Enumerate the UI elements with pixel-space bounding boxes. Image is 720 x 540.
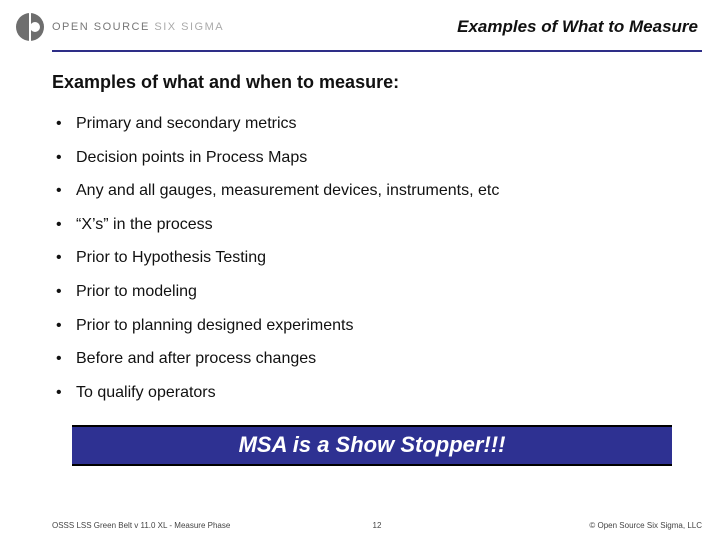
list-item: Prior to modeling [52, 275, 680, 309]
bullet-list: Primary and secondary metrics Decision p… [52, 107, 680, 409]
list-item: Decision points in Process Maps [52, 141, 680, 175]
logo-line2: SIX SIGMA [154, 21, 224, 33]
footer: OSSS LSS Green Belt v 11.0 XL - Measure … [0, 521, 720, 530]
list-item: Prior to Hypothesis Testing [52, 241, 680, 275]
logo-icon [16, 13, 44, 41]
slide: OPEN SOURCE SIX SIGMA Examples of What t… [0, 0, 720, 540]
content: Examples of what and when to measure: Pr… [0, 52, 720, 409]
footer-left: OSSS LSS Green Belt v 11.0 XL - Measure … [52, 521, 357, 530]
footer-right: © Open Source Six Sigma, LLC [397, 521, 702, 530]
logo: OPEN SOURCE SIX SIGMA [16, 13, 224, 41]
list-item: Primary and secondary metrics [52, 107, 680, 141]
list-item: “X’s” in the process [52, 208, 680, 242]
list-item: To qualify operators [52, 376, 680, 410]
list-item: Any and all gauges, measurement devices,… [52, 174, 680, 208]
footer-page-number: 12 [357, 521, 397, 530]
callout-banner: MSA is a Show Stopper!!! [72, 425, 672, 466]
list-item: Prior to planning designed experiments [52, 309, 680, 343]
list-item: Before and after process changes [52, 342, 680, 376]
logo-text: OPEN SOURCE SIX SIGMA [52, 21, 224, 33]
logo-line1: OPEN SOURCE [52, 21, 150, 33]
banner-text: MSA is a Show Stopper!!! [239, 432, 506, 457]
subtitle: Examples of what and when to measure: [52, 72, 680, 93]
page-title: Examples of What to Measure [457, 17, 702, 37]
header: OPEN SOURCE SIX SIGMA Examples of What t… [0, 0, 720, 46]
